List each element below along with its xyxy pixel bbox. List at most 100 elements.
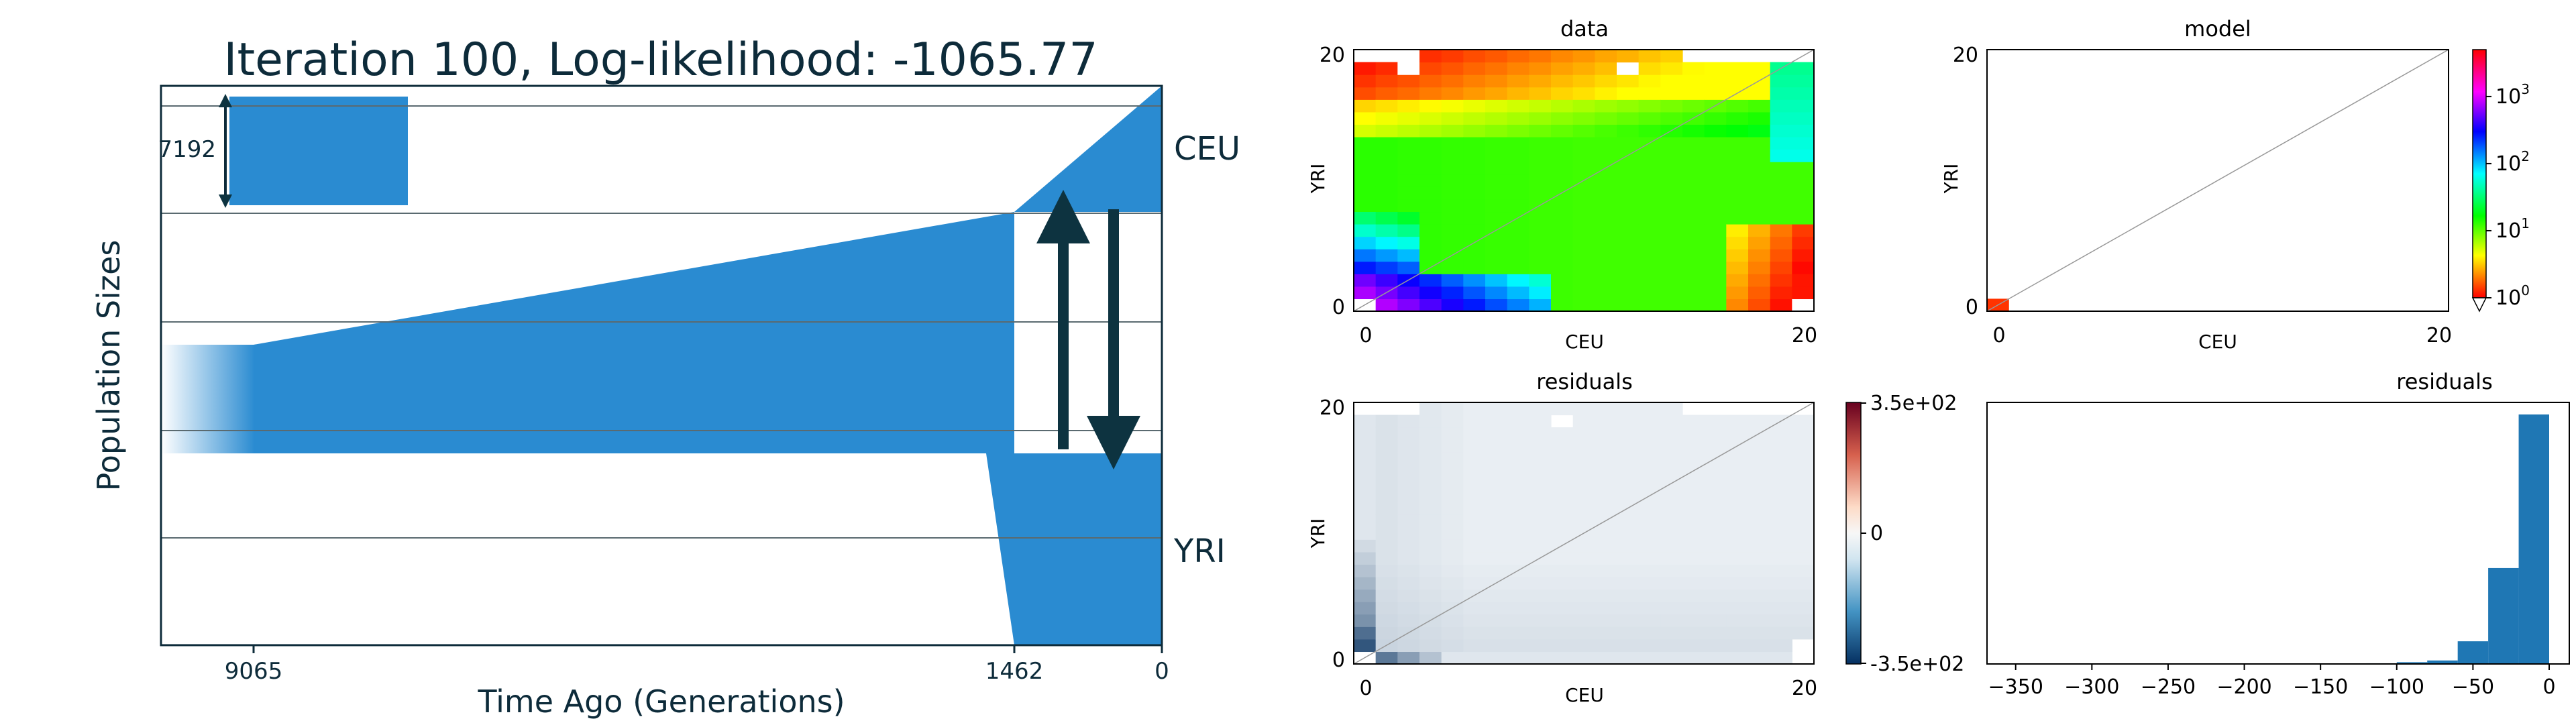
heatmap-cell — [1792, 564, 1815, 577]
heatmap-cell — [1792, 539, 1815, 553]
heatmap-cell — [1485, 439, 1508, 453]
heatmap-cell — [1617, 477, 1640, 490]
heatmap-cell — [1704, 298, 1727, 312]
heatmap-cell — [1595, 261, 1617, 274]
x-tick-label: 0 — [1992, 324, 2005, 347]
heatmap-cell — [1551, 402, 1574, 416]
heatmap-cell — [1375, 589, 1398, 602]
heatmap-cell — [1397, 602, 1420, 615]
histogram-bar — [2427, 660, 2458, 664]
heatmap-cell — [1551, 589, 1574, 602]
demography-panel: Iteration 100, Log-likelihood: -1065.77 … — [91, 34, 1240, 720]
heatmap-cell — [1792, 452, 1815, 465]
heatmap-cell — [1419, 174, 1442, 187]
heatmap-cell — [1441, 414, 1464, 428]
heatmap-cell — [1638, 124, 1661, 137]
heatmap-cell — [1617, 111, 1640, 125]
heatmap-cell — [1419, 564, 1442, 577]
heatmap-cell — [1419, 477, 1442, 490]
heatmap-cell — [1770, 539, 1792, 553]
heatmap-cell — [1354, 224, 1377, 237]
heatmap-cell — [1485, 477, 1508, 490]
heatmap-cell — [1485, 514, 1508, 528]
heatmap-cell — [1682, 137, 1705, 150]
heatmap-cell — [1638, 211, 1661, 225]
heatmap-cell — [1551, 298, 1574, 312]
heatmap-cell — [1375, 439, 1398, 453]
heatmap-cell — [1682, 439, 1705, 453]
heatmap-cell — [1375, 186, 1398, 200]
heatmap-cell — [1638, 149, 1661, 162]
heatmap-cell — [1792, 111, 1815, 125]
heatmap-cell — [1375, 452, 1398, 465]
heatmap-cell — [1572, 249, 1595, 262]
heatmap-cell — [1638, 526, 1661, 540]
heatmap-cell — [1704, 502, 1727, 515]
heatmap-cell — [1507, 99, 1529, 113]
heatmap-cell — [1595, 626, 1617, 640]
heatmap-cell — [1792, 490, 1815, 503]
heatmap-cell — [1485, 211, 1508, 225]
heatmap-cell — [1726, 577, 1749, 590]
heatmap-cell — [1726, 464, 1749, 478]
x-tick-label: −50 — [2452, 675, 2494, 699]
heatmap-cell — [1485, 490, 1508, 503]
heatmap-cell — [1354, 452, 1377, 465]
heatmap-cell — [1441, 477, 1464, 490]
heatmap-cell — [1441, 614, 1464, 627]
heatmap-cell — [1463, 162, 1486, 175]
heatmap-cell — [1419, 274, 1442, 287]
heatmap-cell — [1704, 490, 1727, 503]
heatmap-cell — [1748, 439, 1771, 453]
heatmap-cell — [1638, 427, 1661, 441]
heatmap-cell — [1354, 174, 1377, 187]
heatmap-cell — [1419, 111, 1442, 125]
heatmap-cell — [1529, 502, 1552, 515]
heatmap-cell — [1638, 414, 1661, 428]
heatmap-cell — [1660, 602, 1683, 615]
x-tick-label: −250 — [2141, 675, 2196, 699]
x-axis-label: Time Ago (Generations) — [477, 683, 845, 720]
heatmap-cell — [1441, 490, 1464, 503]
heatmap-cell — [1463, 186, 1486, 200]
ceu-population — [1014, 86, 1162, 212]
heatmap-cell — [1638, 224, 1661, 237]
heatmap-cell — [1354, 526, 1377, 540]
heatmap-cell — [1551, 149, 1574, 162]
heatmap-cell — [1748, 626, 1771, 640]
heatmap-cell — [1375, 490, 1398, 503]
heatmap-cell — [1595, 402, 1617, 416]
heatmap-cell — [1617, 186, 1640, 200]
heatmap-cell — [1551, 439, 1574, 453]
heatmap-cell — [1551, 137, 1574, 150]
heatmap-cell — [1529, 50, 1552, 63]
diagonal-line — [1353, 402, 1815, 665]
heatmap-cell — [1485, 99, 1508, 113]
heatmap-cell — [1770, 236, 1792, 249]
heatmap-cell — [1397, 551, 1420, 565]
heatmap-cell — [1419, 199, 1442, 213]
heatmap-cell — [1507, 124, 1529, 137]
heatmap-cell — [1792, 274, 1815, 287]
heatmap-cell — [1572, 137, 1595, 150]
heatmap-cell — [1682, 427, 1705, 441]
heatmap-cell — [1660, 111, 1683, 125]
y-axis-label: YRI — [1307, 164, 1329, 194]
histogram-frame — [1986, 402, 2570, 665]
heatmap-cell — [1726, 186, 1749, 200]
heatmap-cell — [1770, 74, 1792, 88]
heatmap-cell — [1770, 186, 1792, 200]
heatmap-cell — [1375, 261, 1398, 274]
heatmap-cell — [1572, 124, 1595, 137]
heatmap-cell — [1485, 526, 1508, 540]
heatmap-cell — [1770, 137, 1792, 150]
heatmap-cell — [1595, 452, 1617, 465]
heatmap-cell — [1682, 602, 1705, 615]
heatmap-cell — [1529, 427, 1552, 441]
heatmap-cell — [1682, 74, 1705, 88]
heatmap-cell — [1354, 589, 1377, 602]
heatmap-cell — [1726, 298, 1749, 312]
heatmap-cell — [1375, 87, 1398, 100]
heatmap-cell — [1770, 464, 1792, 478]
heatmap-cell — [1792, 626, 1815, 640]
